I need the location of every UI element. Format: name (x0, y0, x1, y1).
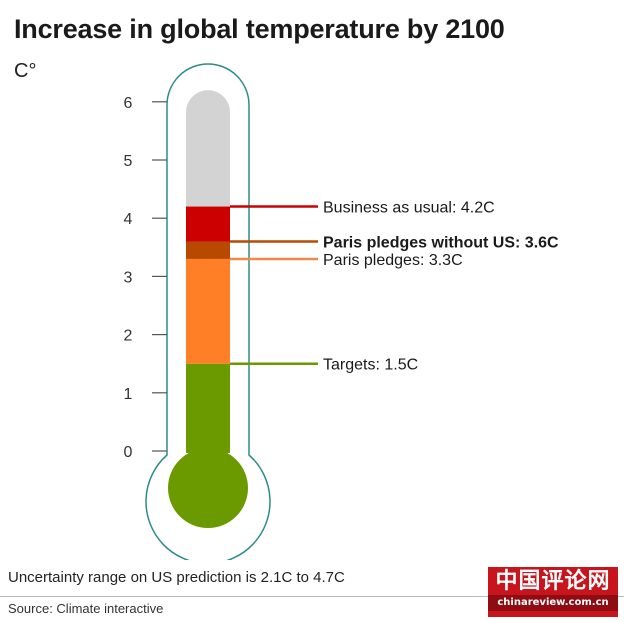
watermark-sub: chinareview.com.cn (488, 595, 618, 611)
annotation-label: Paris pledges without US: 3.6C (323, 234, 559, 251)
y-tick-label: 1 (124, 386, 133, 403)
unit-label: C° (14, 60, 37, 82)
annotation-label: Targets: 1.5C (323, 357, 418, 374)
watermark-main: 中国评论网 (495, 568, 611, 594)
thermo-segment (186, 241, 230, 259)
y-tick-label: 6 (124, 95, 133, 112)
thermometer-chart: 0 1 2 3 4 5 6 Business as usual: 4.2C Paris ple… (124, 63, 559, 560)
annotation-label: Business as usual: 4.2C (323, 200, 495, 217)
thermo-segment (186, 363, 230, 453)
y-tick-label: 0 (124, 444, 133, 461)
thermo-segment (186, 206, 230, 242)
thermometer-bulb (168, 448, 248, 528)
chart-title: Increase in global temperature by 2100 (14, 14, 505, 44)
watermark-logo: 中国评论网 chinareview.com.cn (488, 567, 618, 617)
uncertainty-note: Uncertainty range on US prediction is 2.… (8, 569, 345, 586)
thermo-segment (186, 258, 230, 364)
y-tick-label: 4 (124, 211, 133, 228)
annotation-label: Paris pledges: 3.3C (323, 252, 463, 269)
y-tick-label: 3 (124, 269, 133, 286)
source-text: Source: Climate interactive (8, 601, 164, 616)
thermo-segment (186, 90, 230, 207)
y-tick-label: 2 (124, 328, 133, 345)
y-tick-label: 5 (124, 153, 133, 170)
footer-divider (0, 596, 624, 597)
